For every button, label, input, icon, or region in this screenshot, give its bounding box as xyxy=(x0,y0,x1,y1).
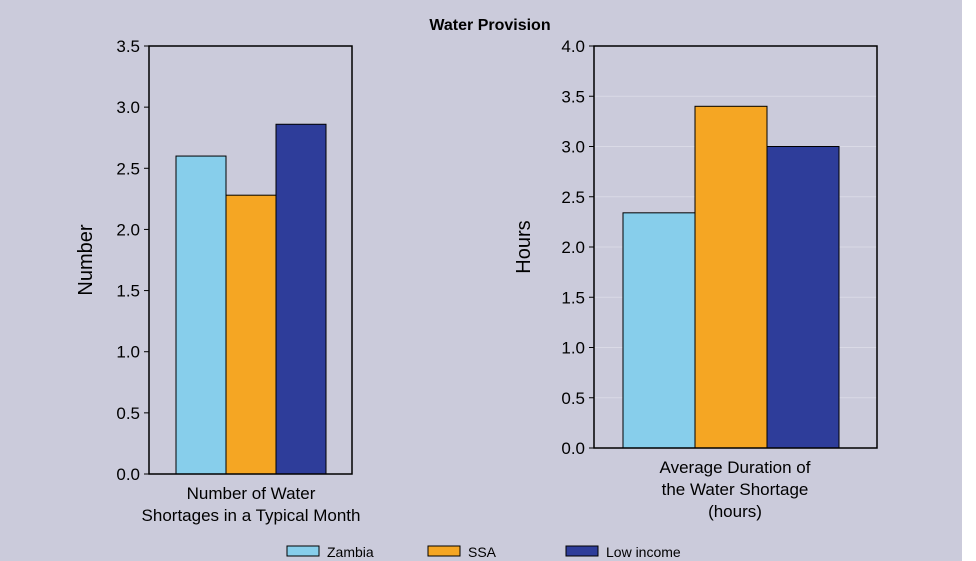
y-tick-label: 1.0 xyxy=(561,339,585,358)
x-axis-label-line: Average Duration of xyxy=(660,458,811,477)
y-tick-label: 2.0 xyxy=(561,238,585,257)
legend-label: SSA xyxy=(468,544,497,560)
y-tick-label: 2.5 xyxy=(116,159,140,178)
chart-2: 0.0 0.5 1.0 1.5 2.0 2.5 3.0 3.5 4.0 Hours Average … xyxy=(513,37,878,521)
charts-layer: 0.0 0.5 1.0 1.5 2.0 2.5 3.0 3.5 Number Number of … xyxy=(75,37,878,525)
chart-1: 0.0 0.5 1.0 1.5 2.0 2.5 3.0 3.5 Number Number of … xyxy=(75,37,360,525)
plot-frame xyxy=(148,45,353,475)
legend-label: Zambia xyxy=(327,544,374,560)
y-axis-label: Hours xyxy=(513,220,535,273)
y-tick-label: 4.0 xyxy=(561,37,585,56)
bar-zambia xyxy=(175,155,227,475)
y-axis-label: Number xyxy=(75,224,97,295)
legend-item-low-income: Low income xyxy=(565,544,681,560)
y-tick-label: 3.5 xyxy=(561,87,585,106)
bar-ssa xyxy=(694,105,768,449)
y-tick-label: 0.0 xyxy=(116,465,140,484)
legend-item-zambia: Zambia xyxy=(286,544,374,560)
legend-swatch xyxy=(286,545,320,557)
y-tick-label: 3.0 xyxy=(561,138,585,157)
legend-swatch xyxy=(427,545,461,557)
y-tick-label: 1.5 xyxy=(561,288,585,307)
legend-swatch xyxy=(565,545,599,557)
y-tick-label: 2.0 xyxy=(116,220,140,239)
legend: Zambia SSA Low income xyxy=(286,544,681,560)
bar-low-income xyxy=(766,146,840,449)
x-axis-label-line: Number of Water xyxy=(187,484,316,503)
y-tick-label: 0.5 xyxy=(116,404,140,423)
bar-ssa xyxy=(225,194,277,475)
x-axis-label-line: the Water Shortage xyxy=(662,480,809,499)
y-tick-label: 1.0 xyxy=(116,343,140,362)
x-axis-label-line: Shortages in a Typical Month xyxy=(142,506,361,525)
y-tick-label: 2.5 xyxy=(561,188,585,207)
legend-label: Low income xyxy=(606,544,681,560)
bar-zambia xyxy=(622,212,696,449)
y-tick-label: 3.0 xyxy=(116,98,140,117)
y-tick-label: 0.5 xyxy=(561,389,585,408)
legend-item-ssa: SSA xyxy=(427,544,497,560)
x-axis-label-line: (hours) xyxy=(708,502,762,521)
y-tick-label: 3.5 xyxy=(116,37,140,56)
y-tick-label: 1.5 xyxy=(116,282,140,301)
chart-title: Water Provision xyxy=(429,17,550,34)
y-tick-label: 0.0 xyxy=(561,439,585,458)
bar-low-income xyxy=(275,123,327,475)
